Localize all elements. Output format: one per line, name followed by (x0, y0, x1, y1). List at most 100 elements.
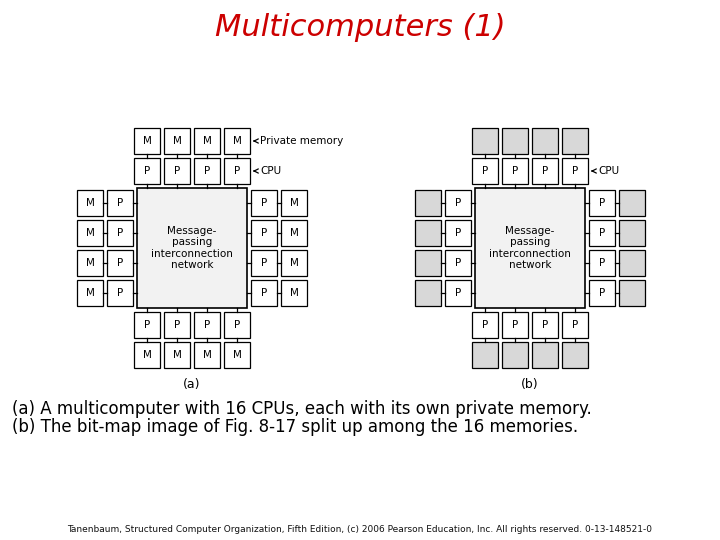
Text: P: P (542, 166, 548, 176)
Bar (472, 312, 498, 338)
Bar (475, 188, 585, 308)
Bar (619, 280, 645, 306)
Text: Tanenbaum, Structured Computer Organization, Fifth Edition, (c) 2006 Pearson Edu: Tanenbaum, Structured Computer Organizat… (68, 525, 652, 534)
Bar (224, 342, 250, 368)
Bar (281, 220, 307, 246)
Text: P: P (234, 166, 240, 176)
Bar (251, 190, 277, 216)
Text: P: P (455, 228, 461, 238)
Text: M: M (202, 136, 212, 146)
Text: P: P (599, 198, 605, 208)
Text: P: P (144, 166, 150, 176)
Text: P: P (512, 320, 518, 330)
Bar (107, 220, 133, 246)
Text: Message-
passing
interconnection
network: Message- passing interconnection network (151, 226, 233, 271)
Bar (472, 128, 498, 154)
Bar (224, 128, 250, 154)
Bar (589, 190, 615, 216)
Bar (194, 312, 220, 338)
Bar (77, 190, 103, 216)
Bar (194, 128, 220, 154)
Bar (194, 158, 220, 184)
Bar (562, 342, 588, 368)
Text: P: P (261, 288, 267, 298)
Bar (107, 250, 133, 276)
Text: P: P (117, 258, 123, 268)
Text: (b): (b) (521, 378, 539, 391)
Text: M: M (289, 228, 298, 238)
Text: P: P (542, 320, 548, 330)
Bar (137, 188, 247, 308)
Bar (532, 312, 558, 338)
Bar (107, 280, 133, 306)
Bar (251, 250, 277, 276)
Bar (77, 220, 103, 246)
Bar (134, 312, 160, 338)
Bar (472, 158, 498, 184)
Bar (415, 280, 441, 306)
Text: P: P (117, 228, 123, 238)
Text: M: M (173, 350, 181, 360)
Text: P: P (261, 258, 267, 268)
Bar (281, 190, 307, 216)
Text: P: P (482, 320, 488, 330)
Text: P: P (482, 166, 488, 176)
Text: (a): (a) (184, 378, 201, 391)
Text: P: P (144, 320, 150, 330)
Text: M: M (86, 258, 94, 268)
Text: M: M (143, 136, 151, 146)
Bar (562, 312, 588, 338)
Bar (415, 190, 441, 216)
Text: Multicomputers (1): Multicomputers (1) (215, 14, 505, 43)
Text: M: M (233, 350, 241, 360)
Text: P: P (455, 288, 461, 298)
Text: M: M (289, 198, 298, 208)
Bar (562, 128, 588, 154)
Text: Message-
passing
interconnection
network: Message- passing interconnection network (489, 226, 571, 271)
Text: (a) A multicomputer with 16 CPUs, each with its own private memory.: (a) A multicomputer with 16 CPUs, each w… (12, 400, 592, 418)
Bar (224, 312, 250, 338)
Bar (532, 128, 558, 154)
Text: Private memory: Private memory (254, 136, 343, 146)
Bar (502, 128, 528, 154)
Text: M: M (143, 350, 151, 360)
Text: (b) The bit-map image of Fig. 8-17 split up among the 16 memories.: (b) The bit-map image of Fig. 8-17 split… (12, 418, 578, 436)
Bar (77, 280, 103, 306)
Bar (532, 158, 558, 184)
Bar (562, 158, 588, 184)
Text: M: M (202, 350, 212, 360)
Bar (164, 312, 190, 338)
Text: P: P (261, 228, 267, 238)
Bar (415, 250, 441, 276)
Bar (445, 220, 471, 246)
Bar (251, 220, 277, 246)
Bar (502, 342, 528, 368)
Text: P: P (512, 166, 518, 176)
Bar (415, 220, 441, 246)
Text: M: M (86, 288, 94, 298)
Text: P: P (117, 198, 123, 208)
Text: M: M (233, 136, 241, 146)
Text: P: P (599, 258, 605, 268)
Text: P: P (174, 166, 180, 176)
Bar (589, 220, 615, 246)
Bar (164, 128, 190, 154)
Bar (589, 250, 615, 276)
Bar (281, 280, 307, 306)
Bar (472, 342, 498, 368)
Text: P: P (261, 198, 267, 208)
Bar (194, 342, 220, 368)
Bar (589, 280, 615, 306)
Text: CPU: CPU (592, 166, 619, 176)
Bar (445, 280, 471, 306)
Text: M: M (289, 288, 298, 298)
Text: CPU: CPU (254, 166, 281, 176)
Bar (445, 190, 471, 216)
Text: P: P (455, 258, 461, 268)
Bar (532, 342, 558, 368)
Text: P: P (599, 228, 605, 238)
Bar (164, 342, 190, 368)
Text: P: P (204, 166, 210, 176)
Bar (134, 128, 160, 154)
Text: P: P (204, 320, 210, 330)
